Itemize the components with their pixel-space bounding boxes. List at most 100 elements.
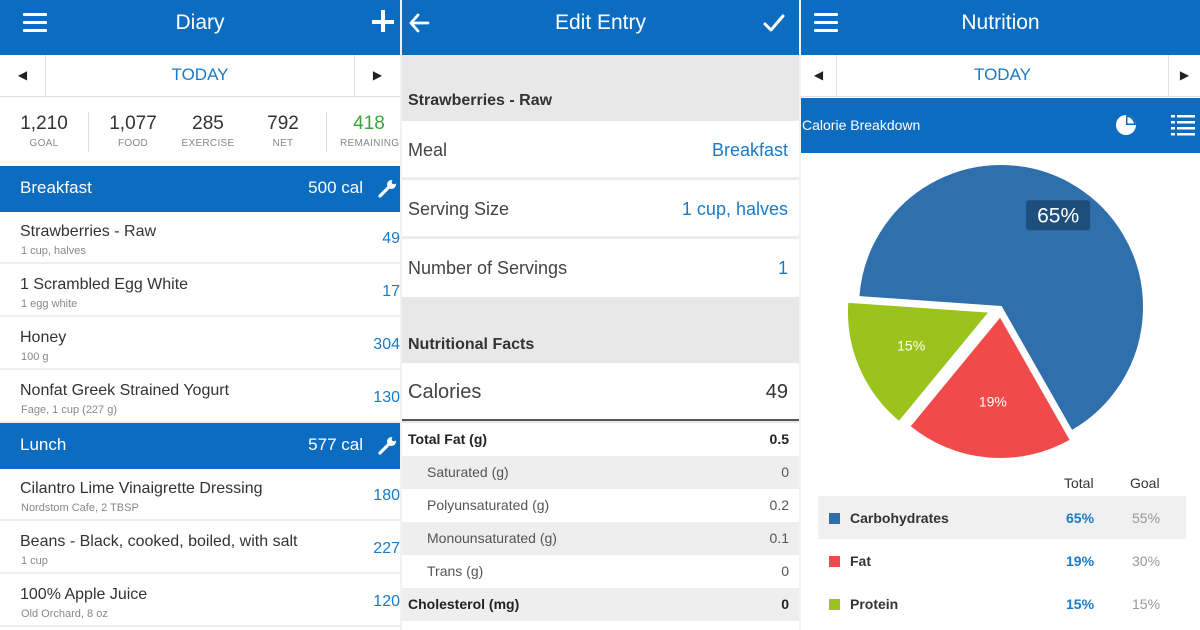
nutrient-row-partial — [402, 621, 799, 630]
food-serving: 1 cup — [21, 555, 48, 567]
nutrient-row: Trans (g) 0 — [402, 555, 799, 588]
plus-icon[interactable] — [372, 10, 396, 34]
date-label[interactable]: TODAY — [974, 65, 1031, 84]
pie-label-background — [1026, 200, 1091, 231]
legend-name: Carbohydrates — [850, 510, 949, 526]
edit-entry-screen: Edit Entry Strawberries - Raw Meal Break… — [402, 0, 799, 630]
page-title: Edit Entry — [554, 11, 647, 34]
legend-row-protein: Protein 15% 15% — [818, 582, 1186, 625]
breakfast-section-header[interactable]: Breakfast 500 cal — [0, 166, 400, 212]
food-serving: Old Orchard, 8 oz — [21, 608, 108, 620]
wrench-icon[interactable] — [378, 178, 398, 198]
legend-total: 19% — [1066, 553, 1095, 569]
servings-value[interactable]: 1 — [777, 258, 788, 278]
section-calories: 500 cal — [308, 178, 363, 197]
nutrition-screen: Nutrition ◀ TODAY ▶ Calorie Breakdown 65… — [801, 0, 1200, 630]
summary-remaining-value: 418 — [353, 113, 385, 134]
serving-size-label: Serving Size — [408, 199, 510, 219]
legend-name: Protein — [850, 596, 899, 612]
edit-entry-header: Edit Entry — [402, 0, 799, 55]
list-item[interactable]: 1 Scrambled Egg White 1 egg white 17 — [0, 265, 400, 317]
legend-goal: 30% — [1132, 553, 1161, 569]
pie-chart-icon[interactable] — [1115, 114, 1137, 136]
nutrient-row: Saturated (g) 0 — [402, 456, 799, 489]
calories-value: 49 — [765, 381, 788, 403]
food-calories: 120 — [373, 593, 400, 610]
date-navigator: ◀ TODAY ▶ — [0, 55, 400, 97]
page-title: Nutrition — [961, 11, 1040, 34]
list-item[interactable]: Cilantro Lime Vinaigrette Dressing Nords… — [0, 469, 400, 521]
nutritional-facts-title: Nutritional Facts — [408, 336, 535, 353]
nutrient-value: 0 — [781, 464, 789, 480]
chevron-left-icon[interactable]: ◀ — [801, 55, 837, 97]
checkmark-icon[interactable] — [763, 13, 785, 33]
chevron-left-icon[interactable]: ◀ — [0, 55, 46, 97]
food-serving: 1 egg white — [21, 298, 78, 310]
list-item[interactable]: Beans - Black, cooked, boiled, with salt… — [0, 522, 400, 574]
legend-row-carbohydrates: Carbohydrates 65% 55% — [818, 496, 1186, 539]
servings-label: Number of Servings — [408, 258, 568, 278]
nutrient-row: Cholesterol (mg) 0 — [402, 588, 799, 621]
serving-size-row[interactable]: Serving Size 1 cup, halves — [402, 180, 799, 238]
lunch-section-header[interactable]: Lunch 577 cal — [0, 423, 400, 469]
nutrient-value: 0 — [781, 596, 789, 612]
food-serving: 1 cup, halves — [21, 245, 86, 257]
nutrient-label: Trans (g) — [427, 563, 484, 579]
summary-divider — [88, 112, 89, 152]
nutrient-label: Monounsaturated (g) — [427, 530, 557, 546]
list-item[interactable]: Strawberries - Raw 1 cup, halves 49 — [0, 212, 400, 264]
summary-food-value: 1,077 — [109, 113, 157, 134]
chevron-right-icon[interactable]: ▶ — [1168, 55, 1200, 97]
menu-icon[interactable] — [23, 13, 47, 33]
legend-goal: 15% — [1132, 596, 1161, 612]
calorie-pie-chart: 65% 19% 15% — [845, 163, 1145, 460]
nutrient-value: 0.2 — [769, 497, 789, 513]
breakdown-title: Calorie Breakdown — [802, 117, 921, 133]
summary-goal: 1,210 GOAL — [18, 113, 70, 149]
pie-labels: 65% 19% 15% — [897, 200, 1091, 409]
wrench-icon[interactable] — [378, 435, 398, 455]
list-icon[interactable] — [1171, 113, 1195, 137]
food-calories: 49 — [382, 230, 400, 247]
date-label[interactable]: TODAY — [171, 65, 229, 84]
list-item[interactable]: Nonfat Greek Strained Yogurt Fage, 1 cup… — [0, 371, 400, 423]
nutrient-value: 0.1 — [769, 530, 789, 546]
food-name: Cilantro Lime Vinaigrette Dressing — [20, 480, 263, 497]
food-serving: 100 g — [21, 351, 49, 363]
summary-exercise: 285 EXERCISE — [178, 113, 238, 149]
back-arrow-icon[interactable] — [408, 12, 430, 34]
date-navigator: ◀ TODAY ▶ — [801, 55, 1200, 97]
summary-exercise-label: EXERCISE — [181, 138, 235, 149]
nutrient-row: Polyunsaturated (g) 0.2 — [402, 489, 799, 522]
nutrient-value: 0.5 — [769, 431, 789, 447]
list-item[interactable]: 100% Apple Juice Old Orchard, 8 oz 120 — [0, 575, 400, 627]
menu-icon[interactable] — [814, 13, 838, 33]
legend-total: 65% — [1066, 510, 1095, 526]
summary-goal-label: GOAL — [29, 138, 59, 149]
nutrient-label: Total Fat (g) — [408, 431, 488, 447]
calorie-breakdown-bar: Calorie Breakdown — [801, 98, 1200, 153]
summary-remaining-label: REMAINING — [340, 138, 400, 149]
chevron-right-icon[interactable]: ▶ — [354, 55, 400, 97]
serving-size-value[interactable]: 1 cup, halves — [681, 199, 788, 219]
food-name: Strawberries - Raw — [20, 223, 157, 240]
meal-value[interactable]: Breakfast — [711, 140, 788, 160]
pie-slices — [845, 163, 1145, 460]
legend-name: Fat — [850, 553, 871, 569]
summary-net: 792 NET — [258, 113, 308, 149]
food-calories: 304 — [373, 336, 400, 353]
food-name: Honey — [20, 329, 67, 346]
nutrient-label: Cholesterol (mg) — [408, 596, 520, 612]
summary-exercise-value: 285 — [192, 113, 224, 134]
servings-row[interactable]: Number of Servings 1 — [402, 239, 799, 297]
section-name: Lunch — [20, 435, 67, 454]
summary-goal-value: 1,210 — [20, 113, 68, 134]
food-serving: Fage, 1 cup (227 g) — [21, 404, 118, 416]
nutrient-label: Polyunsaturated (g) — [427, 497, 550, 513]
nutrition-header: Nutrition — [801, 0, 1200, 55]
diary-screen: Diary ◀ TODAY ▶ 1,210 GOAL 1,077 FOOD 28… — [0, 0, 400, 630]
summary-remaining: 418 REMAINING — [338, 113, 400, 149]
page-title: Diary — [175, 11, 225, 34]
meal-row[interactable]: Meal Breakfast — [402, 121, 799, 179]
list-item[interactable]: Honey 100 g 304 — [0, 318, 400, 370]
